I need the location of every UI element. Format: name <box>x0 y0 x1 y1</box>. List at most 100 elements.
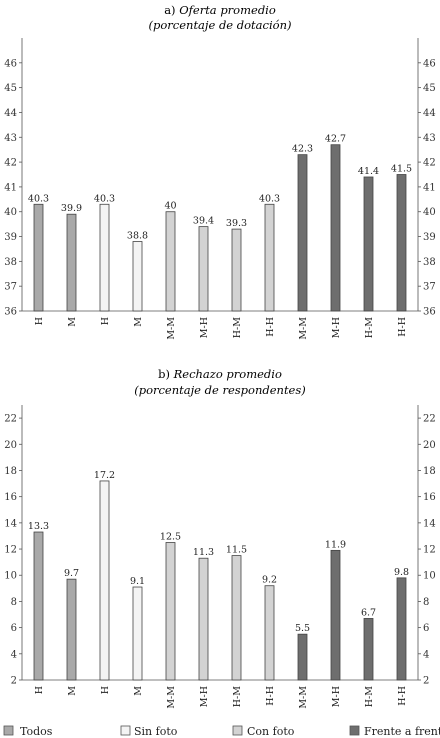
y-tick-label-right: 20 <box>423 440 436 451</box>
category-label: M-H <box>199 686 210 707</box>
category-label: M <box>133 686 144 696</box>
category-label: H-H <box>265 686 276 706</box>
category-label: H-M <box>364 686 375 707</box>
bar <box>33 531 44 681</box>
y-tick-label-left: 2 <box>11 676 17 687</box>
category-label: H <box>100 317 111 325</box>
category-label: H-H <box>265 317 276 337</box>
legend-swatch-sin-foto <box>120 725 131 736</box>
legend-label-con-foto: Con foto <box>247 725 295 738</box>
y-tick-label-right: 37 <box>423 282 436 293</box>
y-tick-label-right: 42 <box>423 158 436 169</box>
category-label: M-H <box>331 317 342 338</box>
bar <box>132 241 143 312</box>
chart-a-title: a) Oferta promedio <box>164 3 276 17</box>
bar-value-label: 9.7 <box>64 568 79 579</box>
category-label: M <box>133 317 144 327</box>
bar <box>330 144 341 312</box>
y-tick-label-left: 14 <box>4 518 17 529</box>
bar-value-label: 6.7 <box>361 607 376 618</box>
y-tick-label-left: 37 <box>4 282 17 293</box>
y-tick-label-right: 10 <box>423 571 436 582</box>
chart-b-title: b) Rechazo promedio <box>158 367 282 381</box>
bar-value-label: 41.4 <box>358 166 379 177</box>
bar-value-label: 39.3 <box>226 218 247 229</box>
y-tick-label-right: 8 <box>423 597 429 608</box>
bar <box>198 226 209 312</box>
y-tick-label-left: 43 <box>4 133 17 144</box>
bar <box>99 203 110 312</box>
y-tick-label-right: 16 <box>423 492 436 503</box>
y-tick-label-right: 41 <box>423 182 436 193</box>
bar <box>132 586 143 681</box>
category-label: H-H <box>397 686 408 706</box>
chart-a-subtitle: (porcentaje de dotación) <box>149 18 292 32</box>
y-tick-label-left: 12 <box>4 545 17 556</box>
y-tick-label-right: 2 <box>423 676 429 687</box>
y-tick-label-right: 22 <box>423 414 436 425</box>
chart-oferta-promedio: a) Oferta promedio (porcentaje de dotaci… <box>4 3 435 340</box>
y-tick-label-left: 40 <box>4 207 17 218</box>
bar <box>363 618 374 681</box>
category-label: H <box>34 686 45 694</box>
bar <box>99 480 110 681</box>
category-label: M-M <box>298 317 309 340</box>
chart-rechazo-promedio: b) Rechazo promedio (porcentaje de respo… <box>4 367 435 709</box>
y-tick-label-left: 45 <box>4 83 17 94</box>
y-tick-label-right: 36 <box>423 307 436 318</box>
bar-value-label: 40.3 <box>94 193 115 204</box>
y-tick-label-right: 6 <box>423 623 429 634</box>
y-tick-label-right: 18 <box>423 466 436 477</box>
y-tick-label-left: 6 <box>11 623 17 634</box>
y-tick-label-left: 41 <box>4 182 17 193</box>
y-tick-label-left: 18 <box>4 466 17 477</box>
legend: Todos Sin foto Con foto Frente a frente <box>3 725 440 738</box>
y-tick-label-right: 40 <box>423 207 436 218</box>
category-label: M <box>67 686 78 696</box>
bar-value-label: 39.9 <box>61 203 82 214</box>
y-tick-label-right: 14 <box>423 518 436 529</box>
bar <box>231 555 242 681</box>
bar <box>396 174 407 312</box>
bar <box>165 542 176 681</box>
y-tick-label-left: 8 <box>11 597 17 608</box>
bar-value-label: 40.3 <box>259 193 280 204</box>
bar <box>198 557 209 681</box>
legend-label-frente-a-frente: Frente a frente <box>364 725 440 738</box>
bar-value-label: 40 <box>164 201 176 212</box>
bar-value-label: 11.9 <box>325 539 346 550</box>
bar <box>297 154 308 312</box>
category-label: H-H <box>397 317 408 337</box>
y-tick-label-right: 38 <box>423 257 436 268</box>
legend-swatch-todos <box>3 725 14 736</box>
bar-value-label: 17.2 <box>94 470 115 481</box>
bar <box>264 585 275 681</box>
bar-value-label: 9.8 <box>394 567 409 578</box>
bar <box>330 549 341 681</box>
y-tick-label-left: 10 <box>4 571 17 582</box>
category-label: M <box>67 317 78 327</box>
bar-value-label: 39.4 <box>193 216 214 227</box>
legend-label-todos: Todos <box>20 725 53 738</box>
chart-b-subtitle: (porcentaje de respondentes) <box>134 383 306 397</box>
category-label: H <box>34 317 45 325</box>
bar <box>231 228 242 312</box>
y-tick-label-right: 39 <box>423 232 436 243</box>
y-tick-label-left: 20 <box>4 440 17 451</box>
category-label: H-M <box>232 317 243 338</box>
y-tick-label-left: 22 <box>4 414 17 425</box>
bar <box>264 203 275 312</box>
bar-value-label: 12.5 <box>160 532 181 543</box>
y-tick-label-left: 39 <box>4 232 17 243</box>
bar-value-label: 11.5 <box>226 545 247 556</box>
y-tick-label-left: 42 <box>4 158 17 169</box>
bar-value-label: 42.7 <box>325 134 346 145</box>
y-tick-label-left: 46 <box>4 58 17 69</box>
bar <box>66 578 77 681</box>
bar <box>33 203 44 312</box>
legend-swatch-con-foto <box>232 725 243 736</box>
category-label: M-H <box>199 317 210 338</box>
category-label: M-M <box>166 686 177 709</box>
y-tick-label-right: 12 <box>423 545 436 556</box>
